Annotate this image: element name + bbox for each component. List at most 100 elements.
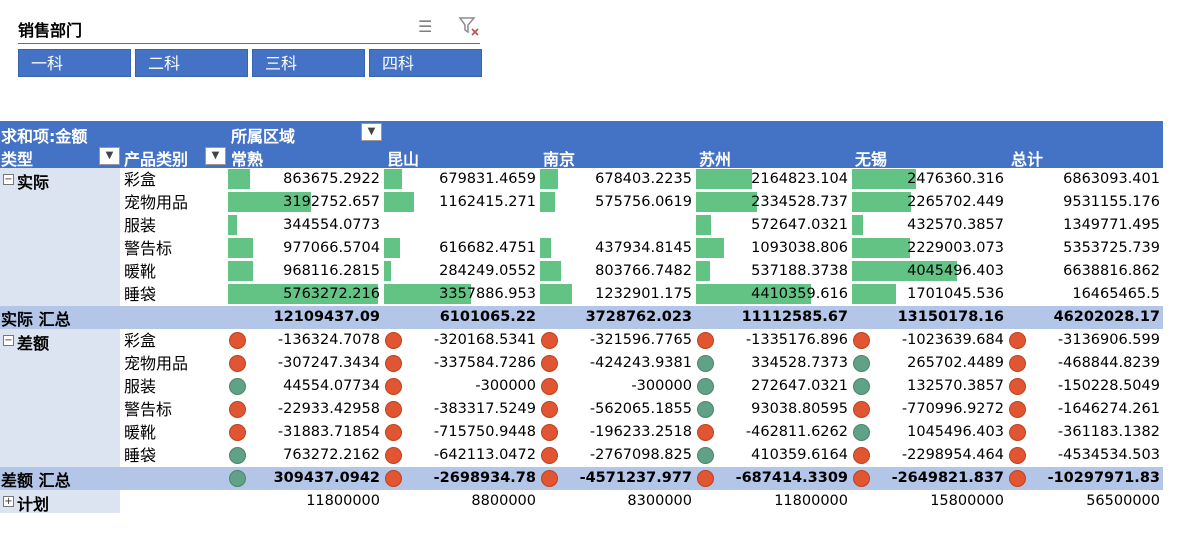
value-cell[interactable]: -562065.1855 bbox=[589, 401, 692, 417]
subtotal-cell[interactable]: -2649821.837 bbox=[891, 470, 1004, 486]
value-cell[interactable]: 1162415.271 bbox=[439, 194, 536, 210]
subtotal-cell[interactable]: 46202028.17 bbox=[1053, 309, 1160, 325]
value-cell[interactable]: -1646274.261 bbox=[1057, 401, 1160, 417]
value-cell[interactable]: 334528.7373 bbox=[751, 355, 848, 371]
value-cell[interactable]: -321596.7765 bbox=[589, 332, 692, 348]
value-cell[interactable]: 537188.3738 bbox=[751, 263, 848, 279]
plan-value-cell[interactable]: 8800000 bbox=[471, 493, 536, 509]
value-cell[interactable]: 1701045.536 bbox=[907, 286, 1004, 302]
value-cell[interactable]: -307247.3434 bbox=[277, 355, 380, 371]
plan-value-cell[interactable]: 11800000 bbox=[306, 493, 380, 509]
expand-plan-icon[interactable]: + bbox=[3, 496, 14, 507]
value-cell[interactable]: -1023639.684 bbox=[901, 332, 1004, 348]
value-cell[interactable]: 1232901.175 bbox=[595, 286, 692, 302]
value-cell[interactable]: -2298954.464 bbox=[901, 447, 1004, 463]
value-cell[interactable]: 16465465.5 bbox=[1072, 286, 1160, 302]
value-cell[interactable]: 6863093.401 bbox=[1063, 171, 1160, 187]
value-cell[interactable]: -136324.7078 bbox=[277, 332, 380, 348]
value-cell[interactable]: -22933.42958 bbox=[277, 401, 380, 417]
subtotal-cell[interactable]: 6101065.22 bbox=[439, 309, 536, 325]
value-cell[interactable]: -300000 bbox=[631, 378, 692, 394]
multi-select-icon[interactable]: ☰ bbox=[418, 17, 433, 36]
value-cell[interactable]: 410359.6164 bbox=[751, 447, 848, 463]
subtotal-cell[interactable]: -2698934.78 bbox=[433, 470, 536, 486]
value-cell[interactable]: 4410359.616 bbox=[751, 286, 848, 302]
subtotal-cell[interactable]: -4571237.977 bbox=[579, 470, 692, 486]
value-cell[interactable]: -424243.9381 bbox=[589, 355, 692, 371]
type-filter-dropdown[interactable]: ▼ bbox=[99, 147, 120, 165]
collapse-actual-icon[interactable]: − bbox=[3, 174, 14, 185]
value-cell[interactable] bbox=[539, 214, 692, 237]
value-cell[interactable]: 679831.4659 bbox=[439, 171, 536, 187]
value-cell[interactable]: 9531155.176 bbox=[1063, 194, 1160, 210]
value-cell[interactable]: 2164823.104 bbox=[751, 171, 848, 187]
value-cell[interactable]: -1335176.896 bbox=[745, 332, 848, 348]
collapse-diff-icon[interactable]: − bbox=[3, 335, 14, 346]
value-cell[interactable]: 2334528.737 bbox=[751, 194, 848, 210]
value-cell[interactable]: -468844.8239 bbox=[1057, 355, 1160, 371]
value-cell[interactable]: 2476360.316 bbox=[907, 171, 1004, 187]
value-cell[interactable]: 4045496.403 bbox=[907, 263, 1004, 279]
value-cell[interactable]: 272647.0321 bbox=[751, 378, 848, 394]
value-cell[interactable]: -337584.7286 bbox=[433, 355, 536, 371]
plan-value-cell[interactable]: 11800000 bbox=[774, 493, 848, 509]
subtotal-cell[interactable]: 309437.0942 bbox=[273, 470, 380, 486]
value-cell[interactable]: 44554.07734 bbox=[283, 378, 380, 394]
value-cell[interactable]: 3357886.953 bbox=[439, 286, 536, 302]
value-cell[interactable]: 863675.2922 bbox=[283, 171, 380, 187]
value-cell[interactable]: -770996.9272 bbox=[901, 401, 1004, 417]
value-cell[interactable]: -642113.0472 bbox=[433, 447, 536, 463]
value-cell[interactable]: 1045496.403 bbox=[907, 424, 1004, 440]
subtotal-cell[interactable]: -10297971.83 bbox=[1047, 470, 1160, 486]
slicer-button-4[interactable]: 四科 bbox=[369, 49, 482, 77]
category-filter-dropdown[interactable]: ▼ bbox=[205, 147, 226, 165]
slicer-button-3[interactable]: 三科 bbox=[252, 49, 365, 77]
value-cell[interactable]: 977066.5704 bbox=[283, 240, 380, 256]
subtotal-cell[interactable]: 11112585.67 bbox=[741, 309, 848, 325]
value-cell[interactable]: 437934.8145 bbox=[595, 240, 692, 256]
value-cell[interactable]: 344554.0773 bbox=[283, 217, 380, 233]
plan-value-cell[interactable]: 8300000 bbox=[627, 493, 692, 509]
subtotal-cell[interactable]: 13150178.16 bbox=[897, 309, 1004, 325]
subtotal-cell[interactable]: 12109437.09 bbox=[273, 309, 380, 325]
subtotal-cell[interactable]: -687414.3309 bbox=[735, 470, 848, 486]
value-cell[interactable]: 265702.4489 bbox=[907, 355, 1004, 371]
value-cell[interactable]: 1349771.495 bbox=[1063, 217, 1160, 233]
value-cell[interactable]: -383317.5249 bbox=[433, 401, 536, 417]
value-cell[interactable]: -150228.5049 bbox=[1057, 378, 1160, 394]
value-cell[interactable]: 575756.0619 bbox=[595, 194, 692, 210]
value-cell[interactable]: -31883.71854 bbox=[277, 424, 380, 440]
value-cell[interactable]: 5353725.739 bbox=[1063, 240, 1160, 256]
value-cell[interactable]: 968116.2815 bbox=[283, 263, 380, 279]
value-cell[interactable]: -462811.6262 bbox=[745, 424, 848, 440]
column-filter-dropdown[interactable]: ▼ bbox=[361, 123, 382, 141]
value-cell[interactable]: -715750.9448 bbox=[433, 424, 536, 440]
plan-value-cell[interactable]: 56500000 bbox=[1086, 493, 1160, 509]
slicer-button-1[interactable]: 一科 bbox=[18, 49, 131, 77]
value-cell[interactable]: 678403.2235 bbox=[595, 171, 692, 187]
value-cell[interactable]: -196233.2518 bbox=[589, 424, 692, 440]
clear-filter-icon[interactable] bbox=[458, 15, 480, 41]
value-cell[interactable]: 2229003.073 bbox=[907, 240, 1004, 256]
value-cell[interactable]: 6638816.862 bbox=[1063, 263, 1160, 279]
value-cell[interactable]: 93038.80595 bbox=[751, 401, 848, 417]
value-cell[interactable]: -4534534.503 bbox=[1057, 447, 1160, 463]
value-cell[interactable]: -3136906.599 bbox=[1057, 332, 1160, 348]
value-cell[interactable] bbox=[383, 214, 536, 237]
value-cell[interactable]: 432570.3857 bbox=[907, 217, 1004, 233]
value-cell[interactable]: 3192752.657 bbox=[283, 194, 380, 210]
value-cell[interactable]: 284249.0552 bbox=[439, 263, 536, 279]
subtotal-cell[interactable]: 3728762.023 bbox=[585, 309, 692, 325]
value-cell[interactable]: 572647.0321 bbox=[751, 217, 848, 233]
value-cell[interactable]: -300000 bbox=[475, 378, 536, 394]
value-cell[interactable]: 616682.4751 bbox=[439, 240, 536, 256]
value-cell[interactable]: -2767098.825 bbox=[589, 447, 692, 463]
value-cell[interactable]: -361183.1382 bbox=[1057, 424, 1160, 440]
value-cell[interactable]: -320168.5341 bbox=[433, 332, 536, 348]
value-cell[interactable]: 132570.3857 bbox=[907, 378, 1004, 394]
value-cell[interactable]: 5763272.216 bbox=[283, 286, 380, 302]
value-cell[interactable]: 763272.2162 bbox=[283, 447, 380, 463]
slicer-button-2[interactable]: 二科 bbox=[135, 49, 248, 77]
plan-value-cell[interactable]: 15800000 bbox=[930, 493, 1004, 509]
value-cell[interactable]: 803766.7482 bbox=[595, 263, 692, 279]
